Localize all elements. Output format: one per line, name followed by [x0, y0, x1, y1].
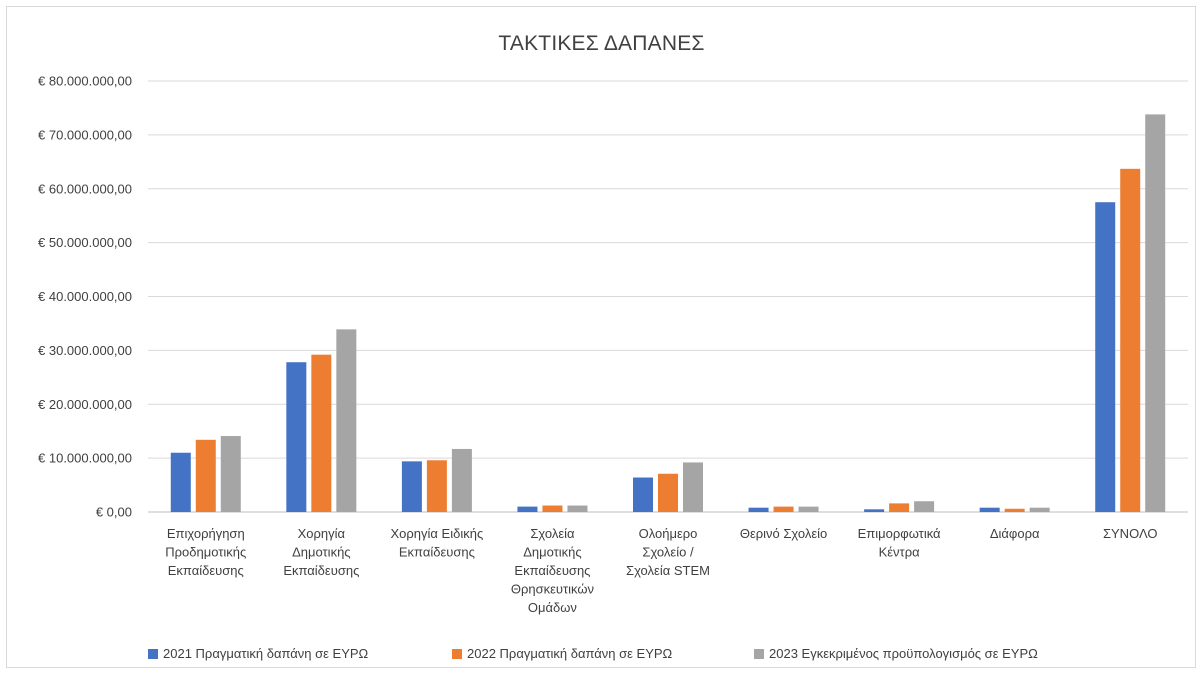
bar-series-1	[748, 507, 769, 512]
bar-series-2	[426, 460, 447, 512]
bar-series-3	[914, 501, 935, 512]
y-tick-label: € 80.000.000,00	[38, 74, 132, 89]
legend-swatch-2023	[754, 648, 764, 659]
x-tick-label: Προδημοτικής	[165, 545, 246, 560]
x-tick-label: Ομάδων	[528, 600, 577, 615]
legend-swatch-2022	[452, 648, 462, 659]
y-tick-label: € 0,00	[96, 505, 132, 520]
x-tick-label: Θερινό Σχολείο	[740, 526, 827, 541]
bar-series-1	[401, 461, 422, 512]
bar-series-1	[864, 509, 885, 512]
x-tick-label: Εκπαίδευσης	[399, 545, 475, 560]
x-tick-label: Χορηγία	[298, 526, 346, 541]
legend-item-2023: 2023 Εγκεκριμένος προϋπολογισμός σε ΕΥΡΩ	[754, 646, 1038, 661]
x-tick-label: Δημοτικής	[292, 545, 350, 560]
bar-series-2	[195, 439, 216, 512]
bar-series-1	[1095, 202, 1116, 512]
bar-series-3	[683, 462, 703, 512]
x-tick-label: Δημοτικής	[523, 545, 581, 560]
bar-series-1	[286, 362, 307, 512]
x-tick-label: Ολοήμερο	[639, 526, 698, 541]
x-tick-label: Εκπαίδευσης	[168, 563, 244, 578]
bar-series-1	[170, 452, 191, 512]
bar-series-2	[889, 503, 910, 512]
legend-item-2021: 2021 Πραγματική δαπάνη σε ΕΥΡΩ	[148, 646, 368, 661]
bar-series-2	[1004, 508, 1025, 512]
bar-series-3	[798, 506, 819, 512]
x-tick-label: Σχολεία	[530, 526, 575, 541]
bar-series-3	[336, 329, 357, 512]
bar-series-1	[517, 506, 538, 512]
x-tick-label: Θρησκευτικών	[511, 582, 594, 597]
x-tick-label: ΣΥΝΟΛΟ	[1103, 526, 1158, 541]
chart-legend: 2021 Πραγματική δαπάνη σε ΕΥΡΩ 2022 Πραγ…	[0, 646, 1203, 664]
bar-series-3	[567, 505, 588, 512]
bar-series-3	[1145, 114, 1166, 512]
y-tick-label: € 70.000.000,00	[38, 127, 132, 142]
y-tick-label: € 60.000.000,00	[38, 181, 132, 196]
x-tick-label: Σχολεία STEM	[626, 563, 710, 578]
y-tick-label: € 10.000.000,00	[38, 451, 132, 466]
legend-item-2022: 2022 Πραγματική δαπάνη σε ΕΥΡΩ	[452, 646, 672, 661]
legend-swatch-2021	[148, 648, 158, 659]
y-tick-label: € 50.000.000,00	[38, 235, 132, 250]
bar-series-3	[220, 436, 241, 512]
y-tick-label: € 30.000.000,00	[38, 343, 132, 358]
bar-series-3	[1029, 507, 1050, 512]
legend-label-2023: 2023 Εγκεκριμένος προϋπολογισμός σε ΕΥΡΩ	[769, 646, 1038, 661]
bar-series-1	[979, 507, 1000, 512]
x-tick-label: Κέντρα	[879, 545, 920, 560]
y-tick-label: € 40.000.000,00	[38, 289, 132, 304]
x-tick-label: Διάφορα	[990, 526, 1040, 541]
bar-series-1	[633, 477, 653, 512]
bar-series-2	[311, 354, 332, 512]
chart-frame	[6, 6, 1196, 668]
bar-series-2	[542, 505, 563, 512]
x-tick-label: Επιμορφωτικά	[858, 526, 941, 541]
legend-label-2022: 2022 Πραγματική δαπάνη σε ΕΥΡΩ	[467, 646, 673, 661]
y-tick-label: € 20.000.000,00	[38, 397, 132, 412]
x-tick-label: Εκπαίδευσης	[514, 563, 590, 578]
bar-series-2	[1120, 168, 1141, 512]
chart-title: ΤΑΚΤΙΚΕΣ ΔΑΠΑΝΕΣ	[498, 32, 705, 55]
bar-series-2	[658, 473, 678, 512]
bar-series-2	[773, 506, 794, 512]
x-tick-label: Χορηγία Ειδικής	[391, 526, 484, 541]
bar-series-3	[451, 448, 472, 512]
x-tick-label: Σχολείο /	[642, 545, 694, 560]
x-tick-label: Επιχορήγηση	[167, 526, 245, 541]
x-tick-label: Εκπαίδευσης	[283, 563, 359, 578]
legend-label-2021: 2021 Πραγματική δαπάνη σε ΕΥΡΩ	[163, 646, 369, 661]
